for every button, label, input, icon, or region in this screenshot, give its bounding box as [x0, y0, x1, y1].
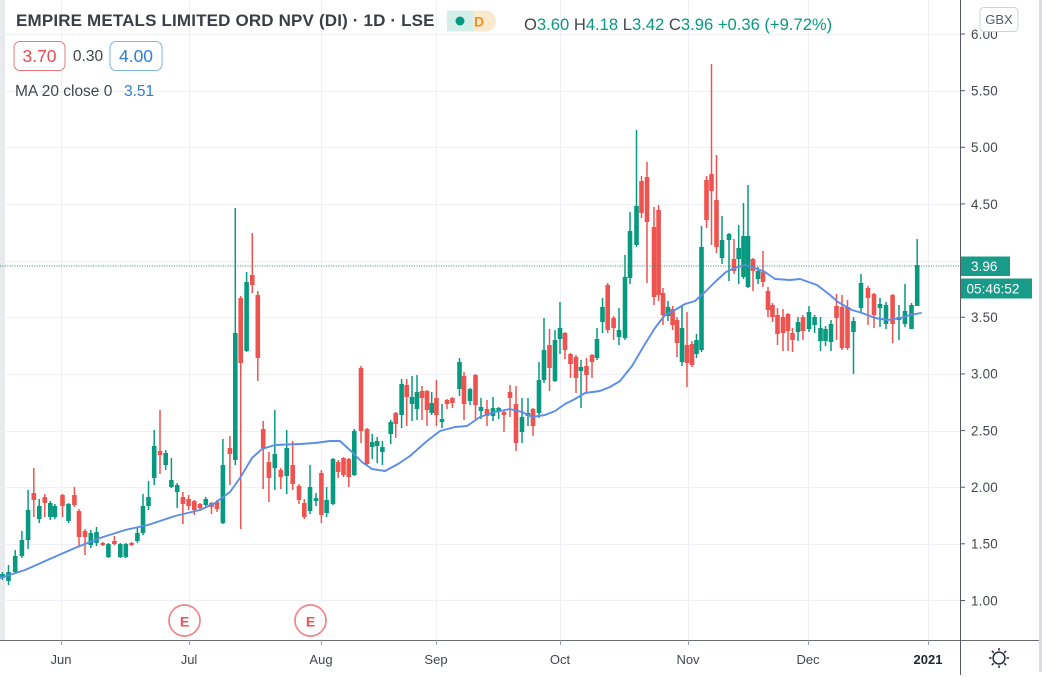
svg-text:1.50: 1.50 — [971, 537, 998, 552]
svg-text:E: E — [180, 614, 189, 630]
svg-text:Oct: Oct — [550, 652, 571, 667]
svg-text:Jun: Jun — [51, 652, 72, 667]
svg-text:O3.60 H4.18 L3.42 C3.96 +0.36: O3.60 H4.18 L3.42 C3.96 +0.36 (+9.72%) — [524, 15, 832, 34]
svg-text:EMPIRE METALS LIMITED ORD NPV: EMPIRE METALS LIMITED ORD NPV (DI) · 1D … — [16, 11, 435, 30]
svg-text:3.00: 3.00 — [971, 367, 998, 382]
svg-text:Sep: Sep — [424, 652, 447, 667]
svg-text:Aug: Aug — [309, 652, 332, 667]
svg-text:3.70: 3.70 — [22, 46, 56, 66]
svg-text:5.50: 5.50 — [971, 84, 998, 99]
svg-text:MA 20 close 0: MA 20 close 0 — [15, 83, 113, 100]
svg-text:05:46:52: 05:46:52 — [967, 282, 1020, 297]
svg-text:1.00: 1.00 — [971, 593, 998, 608]
svg-text:0.30: 0.30 — [73, 48, 104, 65]
svg-text:3.51: 3.51 — [124, 83, 154, 100]
svg-text:5.00: 5.00 — [971, 140, 998, 155]
svg-text:Jul: Jul — [181, 652, 198, 667]
svg-text:GBX: GBX — [985, 12, 1013, 27]
svg-text:3.50: 3.50 — [971, 310, 998, 325]
svg-text:Nov: Nov — [676, 652, 700, 667]
svg-text:Dec: Dec — [796, 652, 820, 667]
svg-text:E: E — [306, 614, 315, 630]
svg-text:2.50: 2.50 — [971, 423, 998, 438]
svg-text:D: D — [474, 14, 484, 30]
svg-text:4.50: 4.50 — [971, 197, 998, 212]
svg-text:2.00: 2.00 — [971, 480, 998, 495]
svg-text:2021: 2021 — [914, 652, 943, 667]
svg-text:3.96: 3.96 — [971, 259, 997, 274]
svg-text:4.00: 4.00 — [119, 46, 153, 66]
